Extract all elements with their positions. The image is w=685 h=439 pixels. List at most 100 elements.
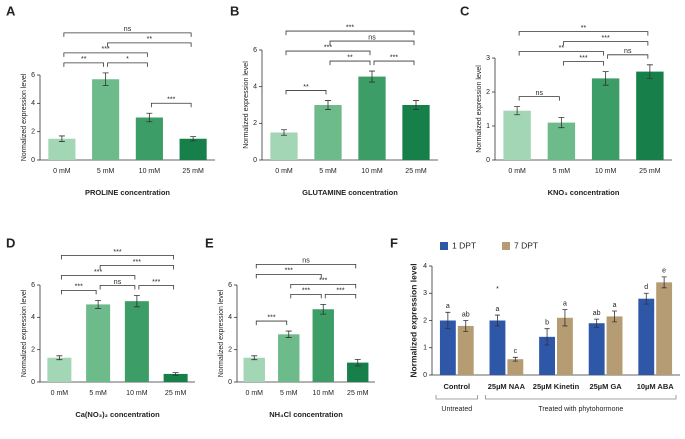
y-tick-label: 2	[253, 120, 257, 127]
x-tick-label: 5 mM	[89, 390, 107, 397]
significance-bracket	[607, 54, 649, 59]
significance-bracket	[324, 294, 357, 299]
x-axis-title: PROLINE concentration	[85, 188, 170, 197]
bar	[86, 304, 111, 382]
x-tick-label: 25 mM	[347, 390, 369, 397]
significance-label: ns	[114, 279, 122, 286]
significance-bracket	[107, 42, 192, 47]
error-bar	[413, 100, 419, 110]
significance-bracket	[329, 40, 415, 46]
y-tick-label: 0	[486, 157, 490, 164]
bar	[591, 78, 620, 160]
significance-label: ***	[75, 284, 83, 291]
significance-label: ***	[302, 288, 310, 295]
y-tick-label: 0	[228, 379, 232, 386]
error-bar	[661, 276, 667, 289]
significance-bracket	[290, 284, 357, 289]
error-bar	[544, 328, 550, 346]
x-tick-label: 10 mM	[139, 168, 161, 175]
bar	[547, 122, 576, 160]
significance-label: ***	[285, 268, 293, 275]
x-tick-label: 5 mM	[319, 168, 337, 175]
y-tick-label: 2	[31, 129, 35, 136]
significance-label: **	[81, 56, 87, 63]
x-tick-label: 0 mM	[246, 390, 264, 397]
significance-bracket	[99, 265, 175, 270]
bar	[163, 373, 188, 382]
error-bar	[56, 355, 63, 361]
bar	[278, 334, 300, 382]
significance-bracket	[255, 274, 322, 279]
significance-label: ns	[624, 48, 632, 55]
bar	[638, 298, 655, 375]
x-tick-label: 25µM GA	[589, 382, 622, 391]
error-bar	[285, 330, 292, 338]
significance-bracket	[60, 275, 136, 280]
significance-bracket	[285, 90, 327, 95]
group-label: Treated with phytohormone	[538, 406, 623, 413]
significance-letter: d	[644, 284, 648, 291]
significance-label: ***	[113, 249, 121, 256]
x-tick-label: 0 mM	[275, 168, 293, 175]
bar	[47, 357, 72, 382]
group-bracket	[435, 395, 478, 400]
y-tick-label: 6	[31, 282, 35, 289]
legend-label: 1 DPT	[452, 240, 476, 250]
x-tick-label: 0 mM	[53, 168, 71, 175]
y-tick-label: 4	[228, 314, 232, 321]
significance-label: ***	[390, 54, 398, 61]
y-tick-label: 6	[253, 47, 257, 54]
y-tick-label: 0	[253, 157, 257, 164]
error-bar	[58, 135, 65, 142]
error-bar	[133, 295, 140, 308]
error-bar	[146, 112, 153, 123]
y-tick-label: 0	[423, 372, 427, 379]
x-tick-label: 10 mM	[313, 390, 335, 397]
bar	[503, 110, 531, 160]
bar	[457, 325, 474, 375]
y-tick-label: 1	[423, 345, 427, 352]
x-tick-label: 25 mM	[165, 390, 187, 397]
bar	[588, 323, 605, 375]
significance-label: ns	[124, 26, 132, 33]
significance-bracket	[150, 102, 192, 108]
significance-bracket	[562, 41, 649, 46]
x-axis-title: GLUTAMINE concentration	[302, 188, 398, 197]
bar	[358, 76, 386, 160]
significance-letter: a	[496, 306, 500, 313]
x-tick-label: 10 mM	[126, 390, 148, 397]
x-tick-label: 25 mM	[182, 168, 204, 175]
y-tick-label: 2	[423, 317, 427, 324]
y-tick-label: 3	[486, 55, 490, 62]
significance-letter: ab	[593, 310, 601, 317]
error-bar	[172, 372, 179, 376]
y-tick-label: 6	[228, 282, 232, 289]
error-bar	[512, 356, 518, 362]
legend-swatch	[440, 242, 448, 250]
x-tick-label: 0 mM	[508, 168, 526, 175]
y-tick-label: 4	[31, 314, 35, 321]
bar	[48, 138, 76, 160]
y-axis-title: Normalized expression level	[243, 61, 250, 149]
bar	[656, 282, 673, 375]
y-tick-label: 2	[31, 347, 35, 354]
x-tick-label: 5 mM	[97, 168, 115, 175]
significance-bracket	[63, 52, 148, 57]
bar	[347, 362, 369, 382]
y-axis-title: Normalized expression level	[408, 263, 418, 377]
panel-letter: D	[6, 235, 15, 250]
significance-bracket	[290, 294, 322, 299]
panel-letter: E	[205, 235, 214, 250]
significance-label: **	[581, 25, 587, 32]
error-bar	[594, 318, 600, 328]
panel-letter: B	[230, 3, 239, 18]
significance-bracket	[518, 31, 649, 36]
bar	[557, 317, 573, 375]
significance-letter: c	[514, 348, 518, 355]
error-bar	[102, 72, 109, 87]
significance-letter: a	[563, 300, 567, 307]
x-tick-label: 25µM Kinetin	[533, 382, 580, 391]
significance-label: ***	[102, 46, 110, 53]
significance-label: ***	[324, 44, 332, 51]
